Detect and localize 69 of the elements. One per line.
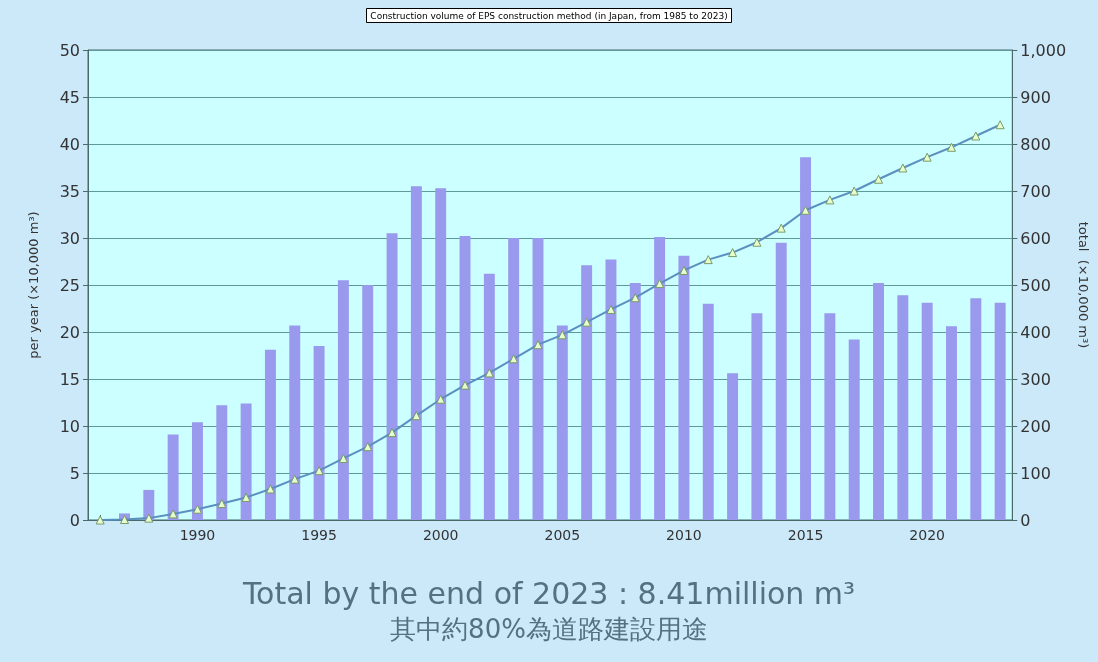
bar: [483, 273, 495, 520]
x-tick-label: 1995: [301, 527, 337, 543]
y2-tick-label: 800: [1020, 134, 1051, 154]
y-tick-label: 45: [59, 87, 80, 107]
bar: [191, 422, 203, 520]
y-axis-title: per year (×10,000 m³): [26, 211, 41, 359]
bar: [605, 259, 617, 520]
bar: [216, 405, 228, 520]
bar: [629, 283, 641, 520]
text: Total by the end of 2023 : 8.41million m³: [241, 575, 856, 611]
bar: [800, 157, 812, 520]
y2-tick-label: 500: [1020, 275, 1051, 295]
y-tick-label: 35: [59, 181, 80, 201]
x-tick-label: 1990: [179, 527, 216, 543]
y-tick-label: 20: [59, 322, 80, 342]
bar: [848, 339, 860, 520]
bar: [435, 188, 447, 520]
y2-tick-label: 600: [1020, 228, 1051, 248]
bar: [581, 265, 593, 520]
y-tick-label: 0: [69, 510, 80, 530]
bar: [459, 236, 471, 520]
bar: [167, 434, 179, 520]
x-tick-label: 2015: [787, 527, 824, 543]
x-tick-label: 2020: [909, 527, 945, 543]
bar: [970, 298, 982, 520]
y-tick-label: 15: [59, 369, 80, 389]
bar: [994, 302, 1006, 520]
y2-tick-label: 200: [1020, 416, 1051, 436]
bar: [508, 238, 520, 520]
y2-tick-label: 900: [1020, 87, 1051, 107]
bar: [362, 285, 374, 520]
y-tick-label: 30: [59, 228, 80, 248]
y2-tick-label: 0: [1020, 510, 1031, 530]
bar: [897, 295, 909, 520]
bar: [410, 186, 422, 520]
x-tick-label: 2010: [666, 527, 702, 543]
bar: [313, 346, 325, 520]
x-tick-label: 2000: [422, 527, 459, 543]
bar: [532, 238, 544, 520]
y2-axis-title: total (×10,000 m³): [1076, 221, 1091, 349]
bar: [775, 242, 787, 520]
bar: [289, 325, 301, 520]
x-tick-label: 2005: [544, 527, 581, 543]
bar: [751, 313, 763, 520]
bar: [337, 280, 349, 520]
y-tick-label: 40: [59, 134, 80, 154]
y-tick-label: 25: [59, 275, 80, 295]
bar: [946, 326, 957, 520]
y-tick-label: 50: [59, 40, 80, 60]
bar: [702, 303, 714, 520]
text: 其中約80%為道路建設用途: [390, 614, 708, 644]
bar: [386, 233, 398, 520]
y2-tick-label: 700: [1020, 181, 1051, 201]
y2-tick-label: 100: [1020, 463, 1051, 483]
bar: [921, 302, 933, 520]
y2-tick-label: 400: [1020, 322, 1051, 342]
bar: [264, 349, 276, 520]
y-tick-label: 5: [69, 463, 80, 483]
bar: [240, 403, 252, 520]
y-tick-label: 10: [59, 416, 80, 436]
bar: [873, 283, 884, 520]
bar: [556, 325, 568, 520]
bar: [727, 373, 739, 520]
y2-tick-label: 300: [1020, 369, 1051, 389]
bar: [824, 313, 836, 520]
chart-title: Construction volume of EPS construction method (in Japan, from 1985 to 2023): [370, 10, 728, 21]
bar: [678, 255, 690, 520]
y2-tick-label: 1,000: [1020, 40, 1067, 60]
bar: [654, 237, 666, 520]
